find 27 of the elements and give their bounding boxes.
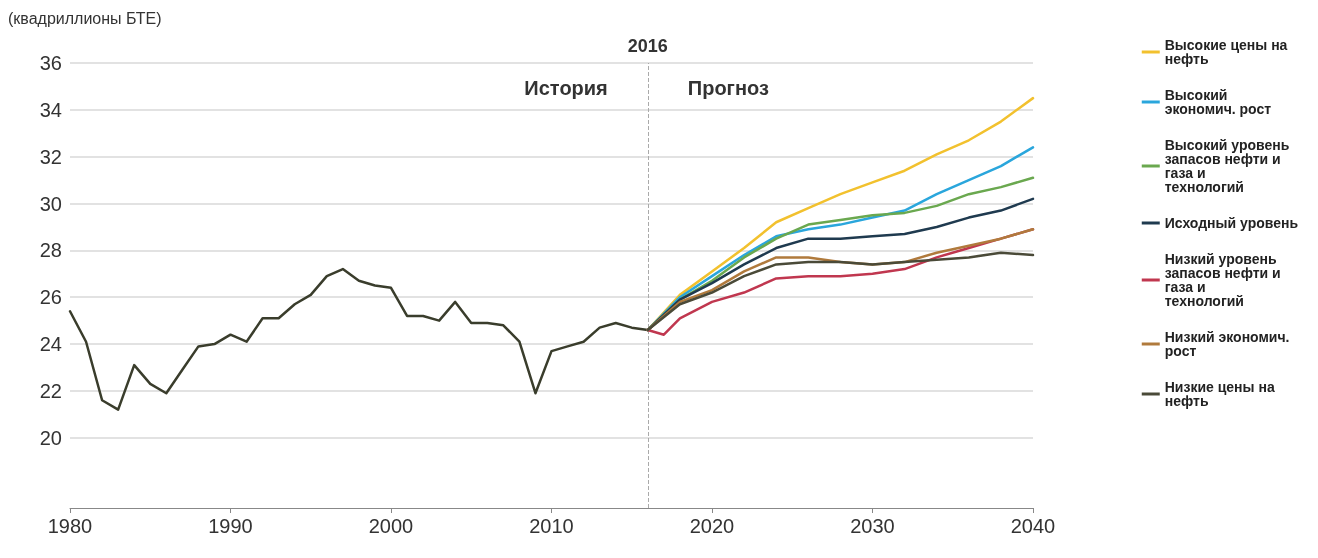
legend-label: Низкий уровень запасов нефти и газа и технологий xyxy=(1164,251,1285,309)
legend-label: Низкий экономич. рост xyxy=(1164,329,1294,359)
x-tick-label: 2010 xyxy=(529,515,574,537)
annotation: Прогноз xyxy=(687,77,769,99)
legend-label: Высокий экономич. рост xyxy=(1164,87,1272,117)
legend-label: Низкие цены на нефть xyxy=(1164,379,1279,409)
y-axis-title: (квадриллионы БТЕ) xyxy=(8,9,162,27)
x-tick-label: 2040 xyxy=(1010,515,1056,537)
x-tick-label: 2030 xyxy=(850,515,895,537)
x-tick-label: 1980 xyxy=(47,515,93,537)
x-tick-label: 2000 xyxy=(368,515,414,537)
y-tick-label: 36 xyxy=(39,52,62,74)
x-tick-label: 1990 xyxy=(208,515,253,537)
y-tick-label: 22 xyxy=(39,379,62,402)
y-tick-label: 24 xyxy=(39,333,62,356)
y-tick-label: 34 xyxy=(39,98,62,121)
ref-line-label: 2016 xyxy=(627,36,668,56)
y-tick-label: 30 xyxy=(39,192,62,215)
x-tick-label: 2020 xyxy=(689,515,735,537)
legend-label: Высокие цены на нефть xyxy=(1164,37,1292,67)
y-tick-label: 26 xyxy=(39,286,62,309)
y-tick-label: 20 xyxy=(39,426,62,449)
legend-label: Высокий уровень запасов нефти и газа и технологий xyxy=(1164,137,1294,195)
y-tick-label: 28 xyxy=(39,239,62,262)
legend-label: Исходный уровень xyxy=(1164,215,1299,231)
y-tick-label: 32 xyxy=(39,145,62,168)
annotation: История xyxy=(524,77,608,99)
